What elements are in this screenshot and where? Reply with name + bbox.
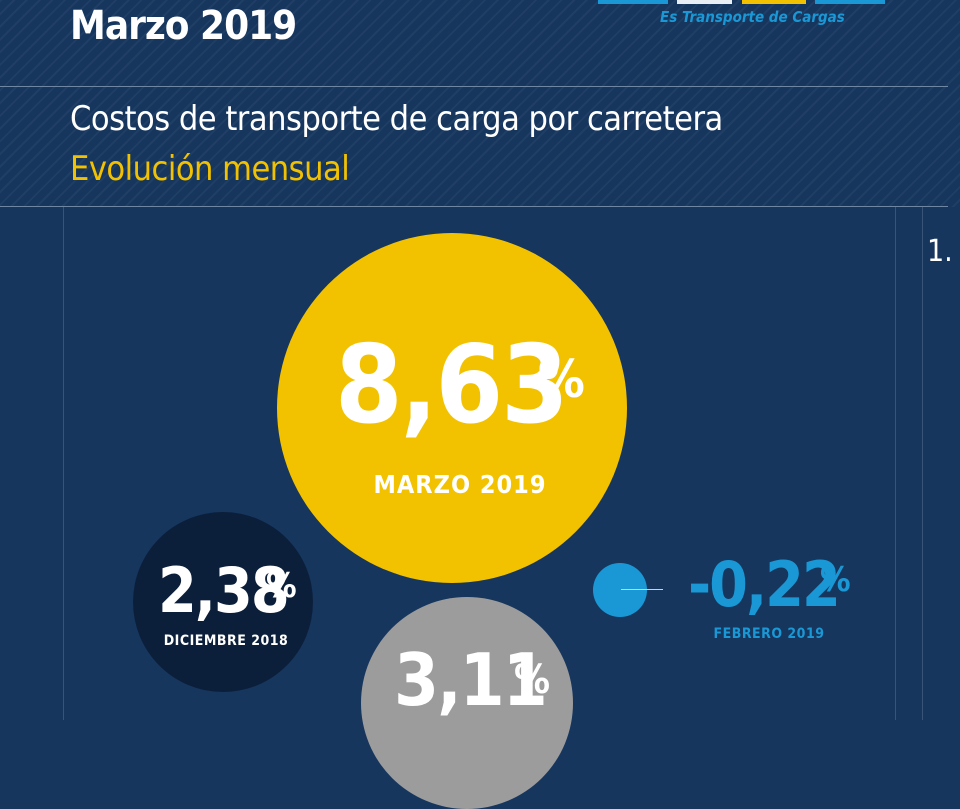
header-banner: Marzo 2019 Es Transporte de Cargas Costo…	[0, 0, 960, 207]
marzo-value: 8,63	[335, 323, 569, 448]
marzo-caption: MARZO 2019	[373, 470, 547, 499]
febrero-value: -0,22	[688, 548, 841, 621]
febrero-caption: FEBRERO 2019	[713, 626, 825, 642]
page-marker: 1.	[927, 234, 953, 269]
diciembre-caption: DICIEMBRE 2018	[163, 633, 289, 649]
diciembre-bubble	[133, 512, 313, 692]
grey-value: 3,11	[394, 638, 548, 722]
subtitle: Costos de transporte de carga por carret…	[70, 99, 723, 139]
vertical-rule-left	[63, 207, 64, 720]
logo-bar-white	[677, 0, 732, 4]
marzo-percent-sign: %	[538, 350, 585, 410]
febrero-leader-line	[621, 589, 663, 590]
logo-bar-blue	[598, 0, 668, 4]
grey-percent-sign: %	[514, 657, 551, 703]
divider-top	[0, 86, 948, 87]
subtitle-accent: Evolución mensual	[70, 149, 350, 189]
diciembre-percent-sign: %	[266, 566, 297, 606]
report-title: Marzo 2019	[70, 3, 297, 49]
vertical-rule-right-2	[922, 207, 923, 720]
febrero-percent-sign: %	[820, 560, 851, 600]
febrero-bubble	[593, 563, 647, 617]
vertical-rule-right	[895, 207, 896, 720]
logo-bar-yellow	[742, 0, 806, 4]
divider-bottom	[0, 206, 948, 207]
diciembre-value: 2,38	[158, 554, 290, 627]
logo-bar-blue-2	[815, 0, 885, 4]
logo-tagline: Es Transporte de Cargas	[660, 8, 845, 26]
marzo-bubble	[277, 233, 627, 583]
